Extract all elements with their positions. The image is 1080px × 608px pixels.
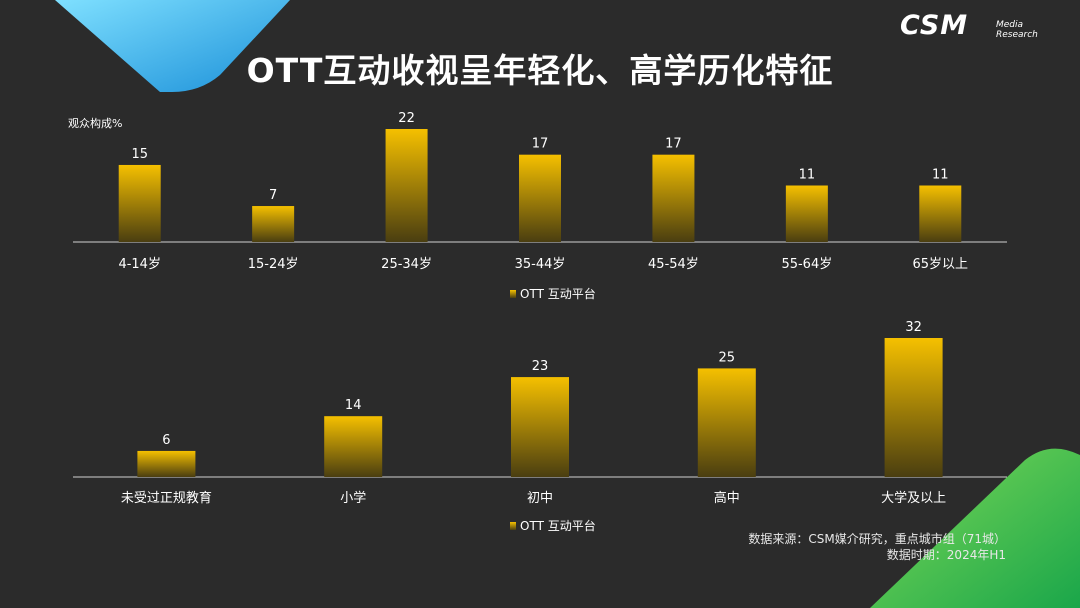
chart1-data-label-3: 25	[719, 350, 736, 365]
chart1-bar-3	[697, 368, 756, 477]
chart1-data-label-1: 14	[345, 398, 362, 413]
chart0-bar-0	[118, 164, 161, 242]
chart0-data-label-1: 7	[269, 188, 277, 203]
chart0-bar-6	[919, 185, 962, 242]
chart1-data-label-2: 23	[532, 359, 549, 374]
chart1-bar-0	[137, 450, 196, 477]
logo-sub-line2: Research	[996, 30, 1038, 40]
logo-main-text: CSM	[900, 10, 969, 41]
data-source-note: 数据来源：CSM媒介研究，重点城市组（71城） 数据时期：2024年H1	[748, 531, 1006, 563]
chart1-category-label-3: 高中	[714, 490, 740, 506]
chart0-category-label-3: 35-44岁	[515, 257, 566, 272]
chart1-legend-label: OTT 互动平台	[520, 518, 596, 533]
chart0-category-label-6: 65岁以上	[913, 257, 969, 272]
chart1-data-label-4: 32	[905, 320, 922, 335]
chart0-data-label-6: 11	[932, 168, 949, 183]
chart1-data-label-0: 6	[162, 433, 170, 448]
csm-logo: CSM Media Research	[900, 10, 1050, 50]
chart0-bar-2	[385, 129, 428, 242]
page-title: OTT互动收视呈年轻化、高学历化特征	[246, 51, 834, 90]
green-corner-shape	[870, 448, 1080, 608]
chart1-category-label-0: 未受过正规教育	[121, 490, 212, 506]
chart0-bar-3	[519, 154, 561, 242]
chart0-category-label-1: 15-24岁	[248, 257, 299, 272]
chart0-category-label-0: 4-14岁	[118, 257, 161, 272]
chart0-data-label-5: 11	[799, 168, 816, 183]
blue-corner-shape	[55, 0, 290, 92]
chart0-bar-5	[785, 185, 828, 242]
period-line: 数据时期：2024年H1	[886, 548, 1006, 562]
chart1-bar-2	[511, 377, 569, 477]
chart1-bar-4	[884, 338, 943, 477]
chart0-data-label-0: 15	[131, 147, 148, 162]
logo-sub-line1: Media	[996, 20, 1024, 30]
chart0-data-label-2: 22	[398, 111, 415, 126]
logo-sub-text: Media Research	[996, 20, 1056, 40]
chart0-category-label-4: 45-54岁	[648, 257, 699, 272]
chart0-bar-4	[652, 154, 695, 242]
chart0-legend-swatch	[510, 290, 516, 298]
chart1-category-label-2: 初中	[527, 491, 553, 506]
chart1-category-label-4: 大学及以上	[881, 490, 946, 506]
chart0-bar-1	[252, 206, 295, 242]
source-line: 数据来源：CSM媒介研究，重点城市组（71城）	[748, 532, 1006, 546]
chart0-y-axis-label: 观众构成%	[68, 116, 122, 130]
chart1-bar-1	[324, 416, 383, 477]
chart1-legend-swatch	[510, 522, 516, 530]
chart0-data-label-3: 17	[532, 137, 549, 152]
chart0-category-label-5: 55-64岁	[781, 257, 832, 272]
chart1-category-label-1: 小学	[340, 490, 366, 506]
chart0-category-label-2: 25-34岁	[381, 257, 432, 272]
chart0-data-label-4: 17	[665, 137, 682, 152]
chart0-legend-label: OTT 互动平台	[520, 286, 596, 301]
